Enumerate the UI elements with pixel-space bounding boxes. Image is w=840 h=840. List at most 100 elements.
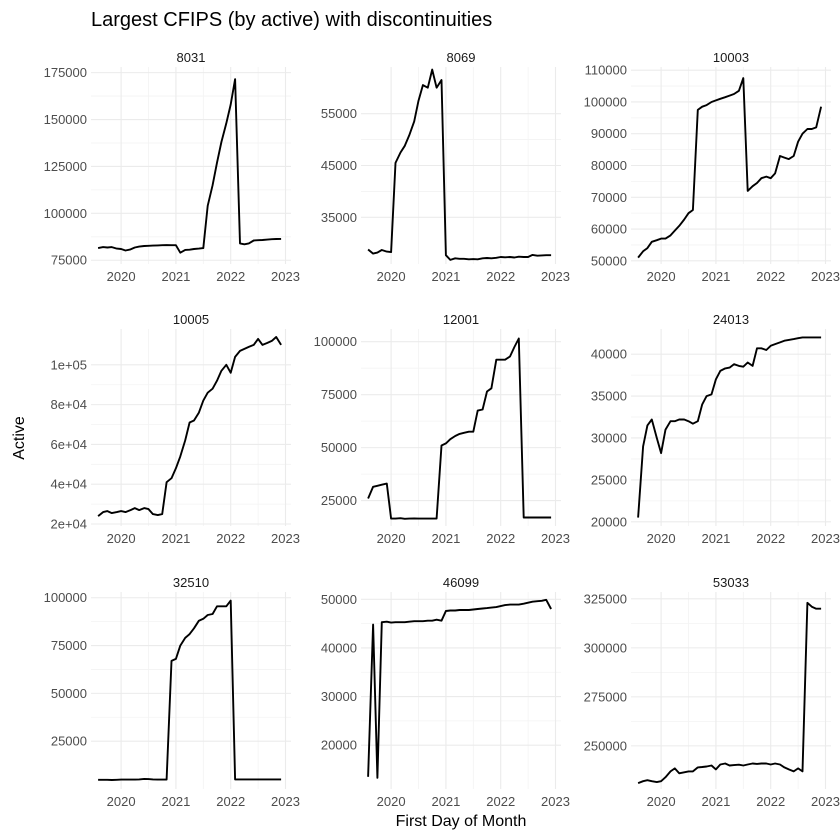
panel-24013: 2020 2021 2022 2023 20000 25000 30000 35000 4000… — [591, 312, 840, 546]
facet-label: 8069 — [447, 50, 476, 65]
y-tick-label: 6e+04 — [50, 437, 87, 452]
x-tick-label: 2023 — [811, 531, 840, 546]
x-tick-label: 2020 — [377, 794, 406, 809]
facet-label: 10005 — [173, 312, 209, 327]
x-tick-label: 2022 — [756, 269, 785, 284]
x-tick-label: 2023 — [811, 269, 840, 284]
y-tick-label: 150000 — [44, 112, 87, 127]
panel-10003: 2020 2021 2022 2023 50000 60000 70000 80000 9000… — [584, 50, 840, 284]
x-tick-label: 2023 — [541, 269, 570, 284]
y-tick-label: 100000 — [584, 94, 627, 109]
panel-46099: 2020 2021 2022 2023 20000 30000 40000 50000 4609… — [321, 575, 570, 809]
y-tick-label: 2e+04 — [50, 517, 87, 532]
x-tick-label: 2020 — [647, 531, 676, 546]
facet-label: 10003 — [713, 50, 749, 65]
series-line — [637, 77, 823, 259]
y-tick-label: 175000 — [44, 65, 87, 80]
y-tick-label: 75000 — [51, 638, 87, 653]
x-tick-label: 2021 — [161, 269, 190, 284]
y-tick-label: 325000 — [584, 591, 627, 606]
y-tick-label: 125000 — [44, 159, 87, 174]
x-tick-label: 2021 — [701, 531, 730, 546]
y-tick-label: 20000 — [591, 514, 627, 529]
y-tick-label: 50000 — [321, 440, 357, 455]
y-tick-label: 100000 — [44, 206, 87, 221]
panel-8031: 2020 2021 2022 2023 75000 100000 125000 150000 1… — [44, 50, 300, 284]
facet-label: 8031 — [177, 50, 206, 65]
series-line — [97, 336, 282, 517]
series-line — [637, 336, 822, 518]
y-tick-label: 50000 — [591, 253, 627, 268]
y-tick-label: 40000 — [591, 347, 627, 362]
y-tick-label: 80000 — [591, 158, 627, 173]
x-tick-label: 2020 — [107, 531, 136, 546]
y-tick-label: 300000 — [584, 640, 627, 655]
panel-10005: 2020 2021 2022 2023 2e+04 4e+04 6e+04 8e+04 1e+0… — [50, 312, 299, 546]
x-tick-label: 2023 — [271, 794, 300, 809]
x-tick-label: 2020 — [647, 269, 676, 284]
facet-label: 46099 — [443, 575, 479, 590]
y-tick-label: 30000 — [591, 430, 627, 445]
y-tick-label: 100000 — [314, 334, 357, 349]
y-tick-label: 60000 — [591, 222, 627, 237]
x-tick-label: 2022 — [756, 794, 785, 809]
facet-label: 24013 — [713, 312, 749, 327]
x-tick-label: 2020 — [377, 269, 406, 284]
x-tick-label: 2021 — [431, 531, 460, 546]
y-tick-label: 90000 — [591, 126, 627, 141]
facet-label: 53033 — [713, 575, 749, 590]
y-tick-label: 30000 — [321, 689, 357, 704]
y-tick-label: 40000 — [321, 640, 357, 655]
x-tick-label: 2023 — [811, 794, 840, 809]
x-tick-label: 2022 — [756, 531, 785, 546]
facet-label: 12001 — [443, 312, 479, 327]
x-tick-label: 2022 — [216, 269, 245, 284]
y-tick-label: 75000 — [321, 387, 357, 402]
x-tick-label: 2023 — [541, 794, 570, 809]
y-tick-label: 110000 — [585, 63, 627, 78]
x-tick-label: 2022 — [486, 531, 515, 546]
y-tick-label: 35000 — [321, 210, 357, 225]
y-tick-label: 25000 — [591, 472, 627, 487]
x-tick-label: 2021 — [161, 794, 190, 809]
x-tick-label: 2021 — [701, 794, 730, 809]
panel-12001: 2020 2021 2022 2023 25000 50000 75000 100000 120… — [314, 312, 570, 546]
x-tick-label: 2022 — [216, 531, 245, 546]
x-tick-label: 2021 — [431, 269, 460, 284]
x-axis-title: First Day of Month — [396, 813, 527, 830]
y-tick-label: 25000 — [51, 734, 87, 749]
x-tick-label: 2020 — [647, 794, 676, 809]
y-tick-label: 25000 — [321, 493, 357, 508]
y-axis-title: Active — [11, 416, 28, 460]
panel-8069: 2020 2021 2022 2023 35000 45000 55000 8069 — [321, 50, 570, 284]
y-tick-label: 250000 — [584, 738, 627, 753]
panel-53033: 2020 2021 2022 2023 250000 275000 300000 325000… — [584, 575, 840, 809]
series-line — [97, 78, 282, 254]
x-tick-label: 2021 — [161, 531, 190, 546]
y-tick-label: 55000 — [321, 106, 357, 121]
chart-title: Largest CFIPS (by active) with discontin… — [91, 9, 492, 31]
x-tick-label: 2020 — [107, 794, 136, 809]
x-tick-label: 2023 — [541, 531, 570, 546]
y-tick-label: 75000 — [51, 253, 87, 268]
x-tick-label: 2021 — [701, 269, 730, 284]
x-tick-label: 2022 — [486, 794, 515, 809]
series-line — [367, 337, 552, 520]
x-tick-label: 2023 — [271, 269, 300, 284]
series-line — [98, 599, 282, 781]
x-tick-label: 2022 — [216, 794, 245, 809]
y-tick-label: 4e+04 — [50, 477, 87, 492]
x-tick-label: 2020 — [107, 269, 136, 284]
y-tick-label: 8e+04 — [50, 397, 87, 412]
y-tick-label: 70000 — [591, 190, 627, 205]
x-tick-label: 2020 — [377, 531, 406, 546]
facet-label: 32510 — [173, 575, 209, 590]
y-tick-label: 50000 — [321, 592, 357, 607]
y-tick-label: 35000 — [591, 389, 627, 404]
x-tick-label: 2023 — [271, 531, 300, 546]
panel-32510: 2020 2021 2022 2023 25000 50000 75000 100000 325… — [44, 575, 300, 809]
y-tick-label: 45000 — [321, 158, 357, 173]
y-tick-label: 20000 — [321, 738, 357, 753]
x-tick-label: 2021 — [431, 794, 460, 809]
